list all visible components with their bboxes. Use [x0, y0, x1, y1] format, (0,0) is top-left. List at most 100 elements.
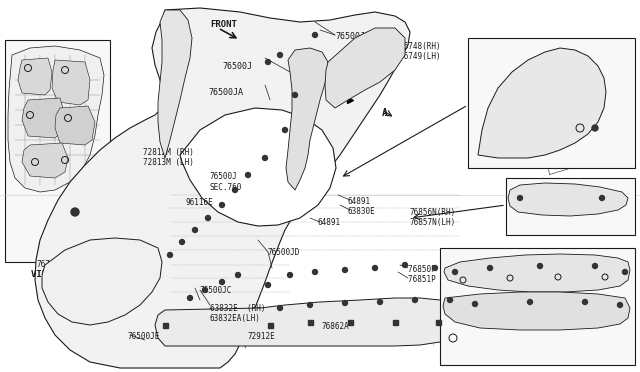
Text: 76500JA: 76500JA [208, 88, 243, 97]
Text: 76500JB: 76500JB [335, 32, 370, 41]
Text: 76850P (RH): 76850P (RH) [408, 265, 459, 274]
Text: 76851P (LH): 76851P (LH) [408, 275, 459, 284]
Text: 76500JE: 76500JE [128, 332, 161, 341]
Circle shape [71, 208, 79, 216]
Circle shape [307, 302, 312, 308]
Circle shape [518, 196, 522, 201]
Circle shape [205, 215, 211, 221]
Polygon shape [22, 143, 68, 178]
Text: 76500J: 76500J [210, 172, 237, 181]
Circle shape [312, 269, 317, 275]
Polygon shape [443, 292, 630, 330]
Circle shape [592, 125, 598, 131]
Text: A: A [382, 108, 388, 118]
Circle shape [433, 266, 438, 270]
Polygon shape [508, 183, 628, 216]
Circle shape [342, 301, 348, 305]
Text: 96116C: 96116C [574, 296, 602, 305]
Text: VIEW  B: VIEW B [31, 270, 69, 279]
Circle shape [452, 269, 458, 275]
Text: 76862A: 76862A [322, 322, 349, 331]
Text: 63832E  (RH): 63832E (RH) [210, 304, 266, 313]
Text: 96116EA: 96116EA [452, 332, 484, 341]
Text: 72813M (LH): 72813M (LH) [143, 158, 194, 167]
Polygon shape [42, 238, 162, 325]
Text: 63830E: 63830E [348, 207, 376, 216]
Bar [468, 38, 635, 168]
Polygon shape [286, 48, 328, 190]
Text: 76856N(RH): 76856N(RH) [410, 208, 456, 217]
Circle shape [266, 282, 271, 288]
Text: 76500JD: 76500JD [268, 248, 300, 257]
Circle shape [593, 263, 598, 269]
Bar [348, 320, 353, 324]
Circle shape [278, 305, 282, 311]
Text: J76701VD: J76701VD [560, 358, 603, 367]
Text: 76857N(LH): 76857N(LH) [410, 218, 456, 227]
Circle shape [527, 299, 532, 305]
Text: 78884J: 78884J [460, 346, 488, 355]
Text: FRONT: FRONT [210, 20, 237, 29]
Text: 76749(LH): 76749(LH) [400, 52, 442, 61]
Circle shape [220, 202, 225, 208]
Circle shape [447, 298, 452, 302]
Circle shape [168, 253, 173, 257]
Polygon shape [55, 106, 95, 145]
Text: B: B [332, 95, 343, 105]
Circle shape [618, 302, 623, 308]
Bar [163, 323, 168, 327]
Bar [392, 320, 397, 324]
Circle shape [378, 299, 383, 305]
Circle shape [202, 288, 207, 292]
Text: 64891: 64891 [318, 218, 341, 227]
Circle shape [292, 93, 298, 97]
Circle shape [266, 60, 271, 64]
Circle shape [246, 173, 250, 177]
Text: 72812M (RH): 72812M (RH) [143, 148, 194, 157]
Polygon shape [478, 48, 606, 158]
Polygon shape [158, 10, 192, 158]
Circle shape [600, 196, 605, 201]
Text: 76500JC: 76500JC [200, 286, 232, 295]
Circle shape [282, 128, 287, 132]
Circle shape [220, 279, 225, 285]
Circle shape [413, 298, 417, 302]
Circle shape [188, 295, 193, 301]
Polygon shape [18, 58, 52, 95]
Polygon shape [8, 46, 104, 192]
Circle shape [372, 266, 378, 270]
Circle shape [582, 299, 588, 305]
Text: 76500J: 76500J [222, 62, 252, 71]
Text: 63832EA(LH): 63832EA(LH) [210, 314, 261, 323]
Text: 76895GA: 76895GA [530, 118, 563, 127]
Circle shape [262, 155, 268, 160]
Circle shape [312, 32, 317, 38]
Text: 76700H: 76700H [36, 260, 64, 269]
Polygon shape [180, 108, 336, 226]
Circle shape [278, 52, 282, 58]
Text: 64891: 64891 [348, 197, 371, 206]
Text: 76748(RH): 76748(RH) [400, 42, 442, 51]
Bar [268, 323, 273, 327]
Bar [435, 320, 440, 324]
Bar [506, 178, 635, 235]
Circle shape [488, 266, 493, 270]
Text: 78B16V(RH): 78B16V(RH) [534, 208, 580, 217]
Circle shape [342, 267, 348, 273]
Polygon shape [325, 28, 405, 108]
Polygon shape [35, 8, 410, 368]
Polygon shape [444, 254, 630, 292]
Circle shape [623, 269, 627, 275]
Text: 76B95G: 76B95G [535, 152, 563, 161]
Circle shape [472, 301, 477, 307]
Text: 96116E: 96116E [185, 198, 212, 207]
Circle shape [232, 187, 237, 192]
Bar [307, 320, 312, 324]
Text: VIEW  A: VIEW A [497, 252, 534, 261]
Circle shape [538, 263, 543, 269]
Polygon shape [155, 298, 460, 346]
Text: 78B16W(LH): 78B16W(LH) [534, 218, 580, 227]
Circle shape [287, 273, 292, 278]
Circle shape [236, 273, 241, 278]
Text: 72912E: 72912E [248, 332, 276, 341]
